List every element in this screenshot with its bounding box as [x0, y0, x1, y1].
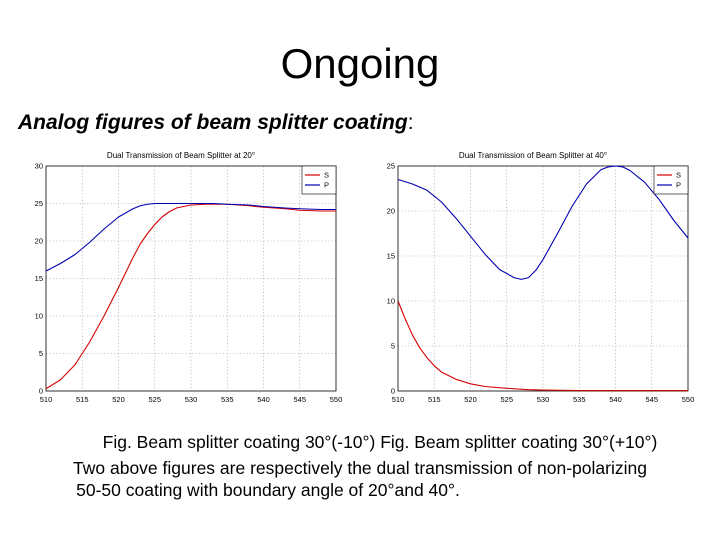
y-tick-label: 20	[387, 207, 395, 216]
legend-label-p: P	[324, 181, 329, 190]
series-line-s	[397, 300, 688, 392]
x-tick-label: 540	[609, 395, 622, 404]
transmission-chart-20deg: Dual Transmission of Beam Splitter at 20…	[26, 146, 344, 408]
x-tick-label: 550	[330, 395, 343, 404]
x-tick-label: 510	[392, 395, 405, 404]
transmission-chart-40deg: Dual Transmission of Beam Splitter at 40…	[378, 146, 696, 408]
y-tick-label: 0	[39, 387, 43, 396]
x-tick-label: 550	[682, 395, 695, 404]
slide-subtitle: Analog figures of beam splitter coating:	[18, 111, 414, 135]
x-tick-label: 525	[148, 395, 161, 404]
x-tick-label: 545	[645, 395, 658, 404]
y-tick-label: 5	[391, 342, 395, 351]
chart-title: Dual Transmission of Beam Splitter at 40…	[459, 151, 607, 160]
x-tick-label: 520	[464, 395, 477, 404]
x-tick-label: 530	[537, 395, 550, 404]
y-tick-label: 5	[39, 349, 43, 358]
legend-box	[301, 165, 337, 195]
y-tick-label: 0	[391, 387, 395, 396]
chart-svg: Dual Transmission of Beam Splitter at 20…	[35, 151, 343, 404]
plot-frame	[45, 165, 337, 392]
x-tick-label: 510	[40, 395, 53, 404]
y-tick-label: 15	[387, 252, 395, 261]
y-tick-label: 30	[35, 162, 43, 171]
y-tick-label: 15	[35, 274, 43, 283]
series-line-p	[45, 202, 336, 272]
description-line-1: Two above figures are respectively the d…	[73, 458, 647, 478]
x-tick-label: 515	[428, 395, 441, 404]
legend-label-p: P	[676, 181, 681, 190]
plot-frame	[397, 165, 689, 392]
subtitle-colon: :	[407, 111, 414, 134]
series-line-s	[45, 203, 336, 390]
chart-title: Dual Transmission of Beam Splitter at 20…	[107, 151, 255, 160]
y-tick-label: 25	[35, 199, 43, 208]
legend-label-s: S	[324, 171, 329, 180]
y-tick-label: 25	[387, 162, 395, 171]
description-line-2: 50-50 coating with boundary angle of 20°…	[76, 480, 460, 500]
figure-caption: Fig. Beam splitter coating 30°(-10°) Fig…	[102, 432, 658, 452]
x-tick-label: 535	[573, 395, 586, 404]
series-line-p	[397, 165, 689, 280]
y-tick-label: 10	[387, 297, 395, 306]
y-tick-label: 10	[35, 312, 43, 321]
x-tick-label: 545	[293, 395, 306, 404]
chart-svg: Dual Transmission of Beam Splitter at 40…	[387, 151, 695, 404]
legend-label-s: S	[676, 171, 681, 180]
slide-title: Ongoing	[280, 40, 440, 87]
y-tick-label: 20	[35, 237, 43, 246]
x-tick-label: 525	[500, 395, 513, 404]
x-tick-label: 520	[112, 395, 125, 404]
x-tick-label: 530	[185, 395, 198, 404]
x-tick-label: 540	[257, 395, 270, 404]
x-tick-label: 535	[221, 395, 234, 404]
x-tick-label: 515	[76, 395, 89, 404]
legend-box	[653, 165, 689, 195]
subtitle-text: Analog figures of beam splitter coating	[18, 111, 408, 134]
